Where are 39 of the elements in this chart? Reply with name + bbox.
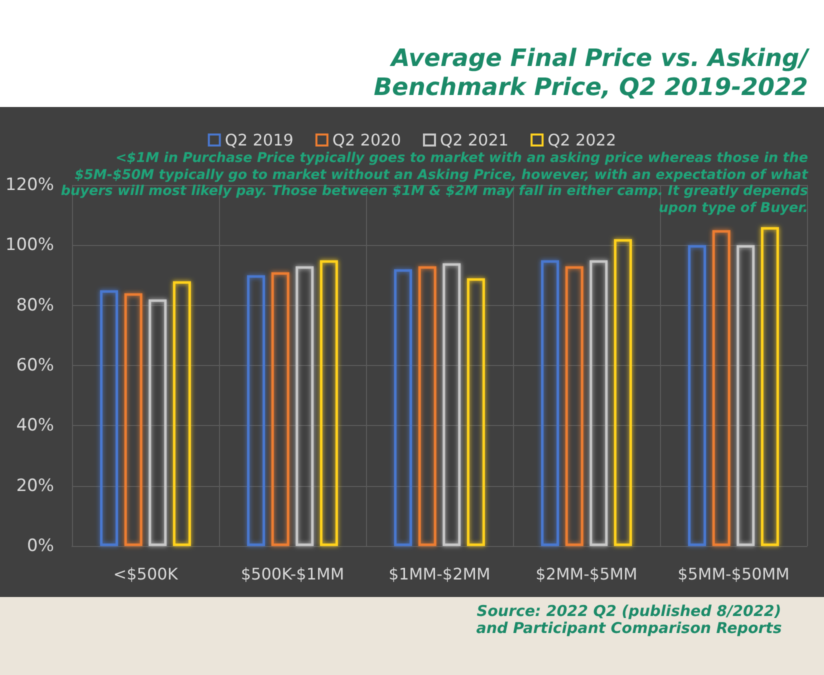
bar [247, 275, 266, 546]
y-tick-label: 80% [16, 295, 54, 316]
bar [124, 293, 142, 546]
legend-label: Q2 2022 [548, 130, 616, 150]
y-tick-label: 120% [5, 175, 54, 195]
y-tick-label: 60% [16, 356, 54, 376]
x-tick-label: $5MM-$50MM [678, 564, 790, 584]
bar [394, 269, 412, 546]
legend-label: Q2 2020 [332, 130, 401, 150]
y-tick-label: 40% [16, 416, 54, 436]
bar [688, 245, 706, 546]
x-tick-label: $500K-$1MM [240, 564, 344, 584]
bar [712, 230, 730, 546]
bar [736, 245, 755, 546]
bar [466, 278, 485, 546]
annotation: <$1M in Purchase Price typically goes to market with an asking price whereas those in the $5M-$50M typically go to market without an Asking Price, however, with an expectation of what buyers will most likely pay. Those between $1M & $2M may fall in either camp. It greatly depends upon type of Buyer. [60, 150, 808, 216]
bar [590, 260, 608, 546]
y-tick-label: 100% [5, 235, 54, 256]
bar [320, 260, 338, 546]
bar [172, 281, 191, 546]
bar [100, 290, 118, 546]
bar [614, 239, 632, 546]
bar [565, 266, 584, 546]
bar [541, 260, 560, 546]
y-tick-label: 0% [27, 536, 54, 556]
legend-label: Q2 2019 [224, 130, 294, 150]
y-tick-label: 20% [16, 476, 54, 496]
chart-title: Average Final Price vs. Asking/ Benchmark Price, Q2 2019-2022 [372, 44, 808, 102]
bar [442, 263, 461, 546]
x-tick-label: $2MM-$5MM [536, 564, 638, 584]
bar [271, 272, 290, 546]
x-tick-label: $1MM-$2MM [388, 564, 490, 584]
bar [418, 266, 436, 546]
x-tick-label: <$500K [113, 564, 178, 584]
bar [148, 299, 167, 546]
source-note: Source: 2022 Q2 (published 8/2022) and Participant Comparison Reports [475, 602, 783, 637]
legend-label: Q2 2021 [440, 130, 509, 150]
bar [760, 227, 779, 546]
bar [296, 266, 314, 546]
